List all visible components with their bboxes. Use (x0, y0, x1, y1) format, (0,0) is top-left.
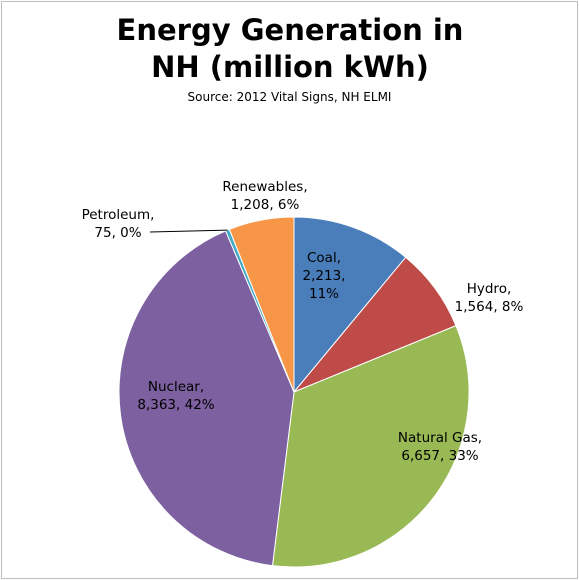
label-percent: 0% (120, 225, 142, 241)
data-label: Natural Gas6,657 33% (398, 429, 482, 465)
label-value: 1,208 (231, 197, 274, 213)
data-label: Renewables1,208 6% (222, 178, 307, 214)
label-category: Coal (303, 249, 346, 267)
data-label: Petroleum75 0% (82, 206, 155, 242)
label-value: 8,363 (137, 397, 180, 413)
leader-line (149, 229, 228, 233)
chart-subtitle: Source: 2012 Vital Signs, NH ELMI (187, 90, 392, 104)
label-category: Nuclear (137, 378, 214, 396)
data-label: Nuclear8,363 42% (137, 378, 214, 414)
chart-title: Energy Generation in NH (million kWh) (116, 13, 464, 84)
label-category: Natural Gas (398, 429, 482, 447)
label-category: Hydro (455, 280, 524, 298)
label-percent: 6% (277, 197, 300, 213)
pie-slice (271, 324, 470, 568)
label-category: Petroleum (82, 206, 155, 224)
label-percent: 42% (184, 397, 215, 413)
label-percent: 11% (308, 286, 340, 302)
label-percent: 33% (448, 448, 479, 464)
pie-slice (228, 216, 295, 393)
data-label: Hydro1,564 8% (455, 280, 524, 316)
data-label: Coal2,21311% (303, 249, 346, 303)
pie-slice (118, 230, 295, 567)
label-value: 1,564 (455, 299, 498, 315)
label-category: Renewables (222, 178, 307, 196)
label-value: 75 (94, 225, 115, 241)
label-percent: 8% (501, 299, 524, 315)
label-value: 6,657 (401, 448, 444, 464)
label-value: 2,213 (303, 267, 346, 285)
